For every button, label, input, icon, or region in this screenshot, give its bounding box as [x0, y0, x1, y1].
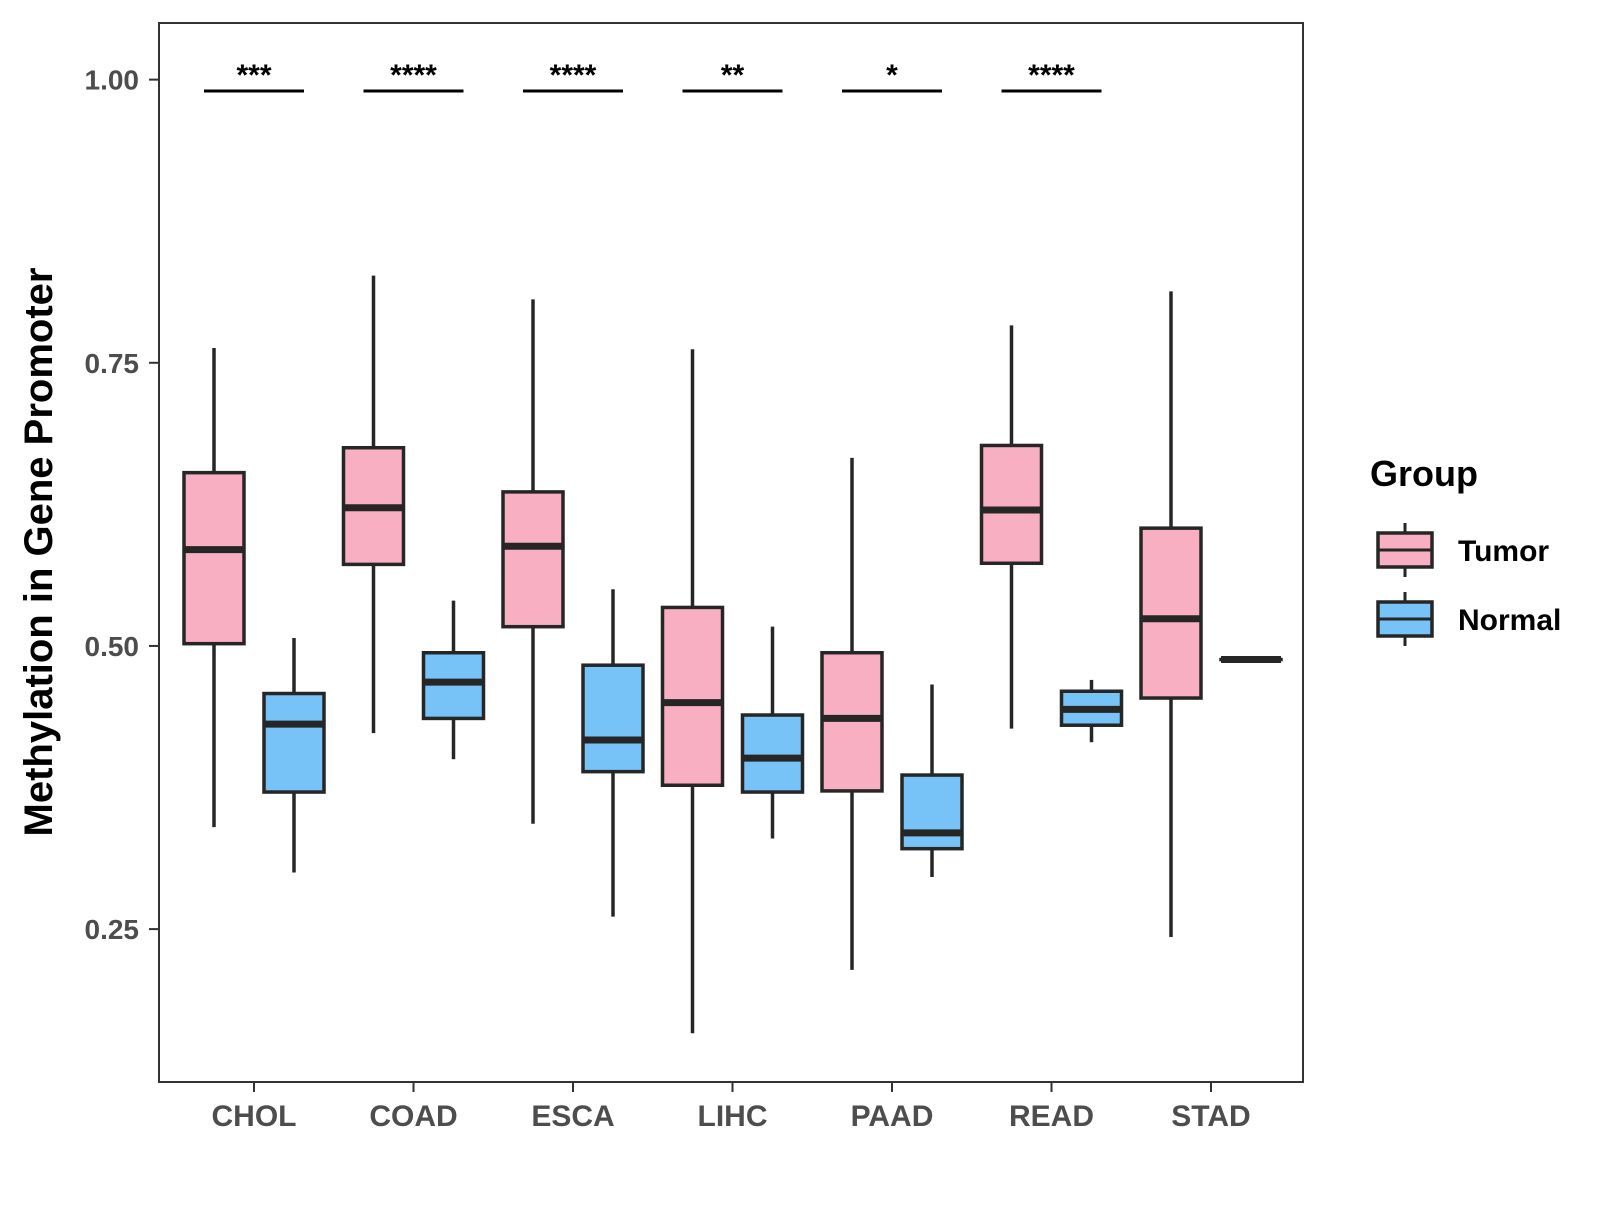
y-tick-label: 0.50	[85, 631, 140, 662]
y-tick-label: 0.25	[85, 914, 140, 945]
x-tick-label: STAD	[1171, 1100, 1250, 1133]
legend-label: Normal	[1458, 604, 1561, 637]
legend-item-normal: Normal	[1378, 592, 1561, 646]
legend-title: Group	[1370, 453, 1478, 494]
box-iqr	[902, 775, 962, 849]
significance-label: ****	[390, 59, 437, 92]
significance-label: ****	[1028, 59, 1075, 92]
legend-label: Tumor	[1458, 535, 1549, 568]
y-axis: 0.25 0.50 0.75 1.00	[85, 65, 160, 945]
x-tick-label: PAAD	[851, 1100, 934, 1133]
legend-item-tumor: Tumor	[1378, 523, 1549, 577]
x-tick-label: LIHC	[698, 1100, 768, 1133]
box-iqr	[264, 694, 324, 793]
box-iqr	[503, 492, 563, 627]
significance-label: ****	[550, 59, 597, 92]
x-tick-label: ESCA	[531, 1100, 614, 1133]
significance-label: *	[886, 59, 898, 92]
box-iqr	[663, 607, 723, 785]
x-axis: CHOL COAD ESCA LIHC PAAD READ STAD	[212, 1082, 1251, 1133]
box-iqr	[583, 665, 643, 771]
legend: Group Tumor Normal	[1370, 453, 1561, 646]
significance-label: ***	[236, 59, 271, 92]
significance-label: **	[721, 59, 745, 92]
x-tick-label: COAD	[369, 1100, 457, 1133]
box-iqr	[1141, 528, 1201, 698]
plot-background	[159, 23, 1303, 1082]
x-tick-label: READ	[1009, 1100, 1094, 1133]
box-iqr	[184, 473, 244, 644]
y-tick-label: 1.00	[85, 65, 140, 96]
box-iqr	[982, 445, 1042, 563]
x-tick-label: CHOL	[212, 1100, 297, 1133]
y-tick-label: 0.75	[85, 348, 140, 379]
box-iqr	[743, 715, 803, 792]
y-axis-title: Methylation in Gene Promoter	[17, 268, 61, 837]
